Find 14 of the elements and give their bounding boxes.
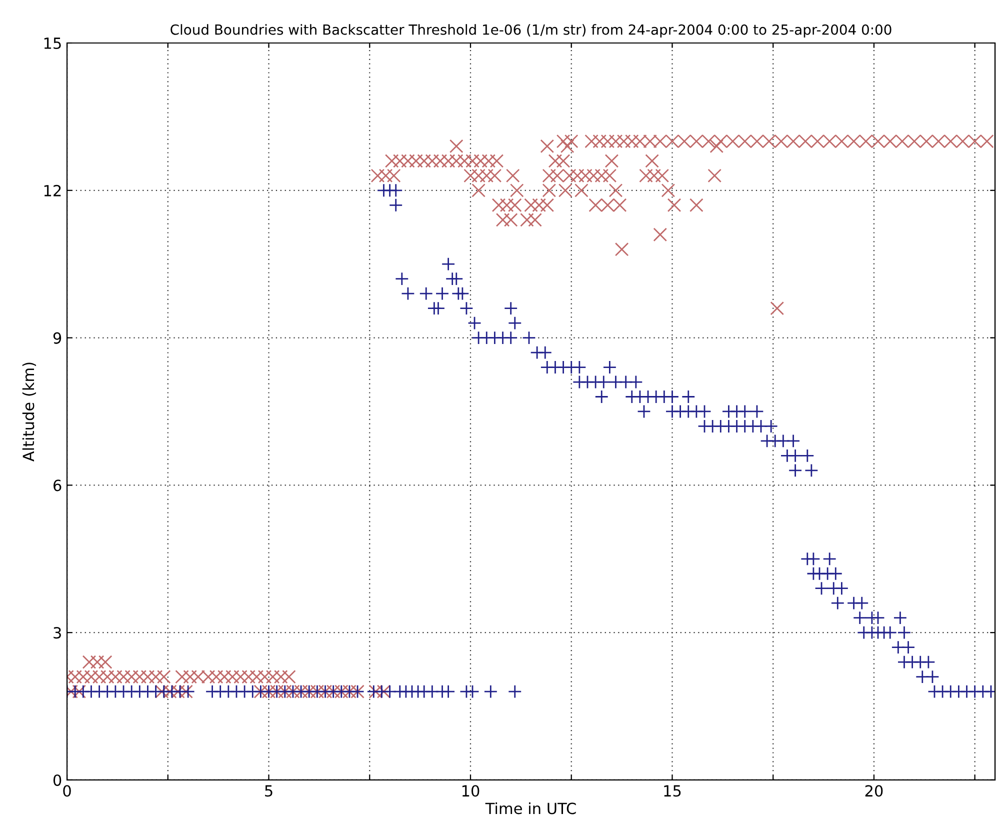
- x-tick-label: 5: [265, 785, 272, 797]
- y-axis-title: Altitude (km): [22, 362, 36, 462]
- x-tick-label: 20: [865, 785, 883, 797]
- y-tick-label: 9: [53, 332, 62, 344]
- y-tick-label: 15: [44, 38, 61, 50]
- x-axis-title: Time in UTC: [485, 802, 576, 814]
- chart-title: Cloud Boundries with Backscatter Threshold 1e-06 (1/m str) from 24-apr-2004 0:00 to 25-apr-2004 0:00: [170, 24, 892, 38]
- y-tick-label: 6: [54, 480, 62, 492]
- x-tick-label: 15: [664, 785, 681, 797]
- y-tick-label: 12: [44, 184, 61, 196]
- x-tick-label: 0: [63, 785, 71, 797]
- x-tick-label: 10: [462, 785, 480, 797]
- y-tick-label: 3: [54, 627, 61, 639]
- y-tick-label: 0: [53, 774, 62, 786]
